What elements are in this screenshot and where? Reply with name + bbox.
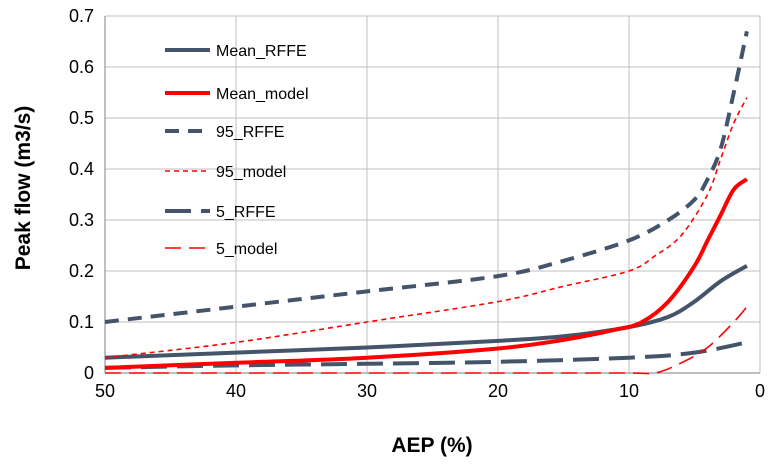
x-tick-label: 20 — [488, 381, 508, 401]
y-tick-label: 0.4 — [69, 159, 94, 179]
series-line-95-rffe — [104, 30, 749, 324]
series-line-mean-rffe — [104, 264, 748, 360]
legend-label-5-rffe: 5_RFFE — [216, 204, 276, 221]
y-tick-label: 0.1 — [69, 312, 94, 332]
legend-label-mean-model: Mean_model — [216, 86, 309, 103]
y-tick-label: 0.2 — [69, 261, 94, 281]
legend-label-95-rffe: 95_RFFE — [216, 124, 284, 141]
y-axis-title: Peak flow (m3/s) — [12, 106, 35, 271]
y-tick-label: 0.7 — [69, 6, 94, 26]
x-tick-label: 50 — [95, 381, 115, 401]
series-line-5-rffe — [104, 340, 748, 370]
x-axis-title: AEP (%) — [391, 434, 472, 457]
x-tick-label: 30 — [357, 381, 377, 401]
legend: Mean_RFFE Mean_model 95_RFFE 95_model 5_RFFE… — [165, 43, 309, 258]
series-line-95-model — [104, 97, 748, 359]
legend-label-5-model: 5_model — [216, 241, 277, 258]
x-tick-label: 0 — [755, 381, 765, 401]
legend-label-95-model: 95_model — [216, 164, 286, 181]
y-tick-label: 0.6 — [69, 57, 94, 77]
y-axis-ticks: 0 0.1 0.2 0.3 0.4 0.5 0.6 0.7 — [69, 6, 94, 383]
legend-label-mean-rffe: Mean_RFFE — [216, 43, 307, 60]
x-tick-label: 40 — [226, 381, 246, 401]
y-tick-label: 0.3 — [69, 210, 94, 230]
y-tick-label: 0 — [84, 363, 94, 383]
x-axis-ticks: 50 40 30 20 10 0 — [95, 381, 765, 401]
series-layer — [104, 30, 749, 375]
series-line-mean-model — [104, 177, 749, 370]
y-tick-label: 0.5 — [69, 108, 94, 128]
x-tick-label: 10 — [619, 381, 639, 401]
series-line-5-model — [105, 306, 748, 375]
